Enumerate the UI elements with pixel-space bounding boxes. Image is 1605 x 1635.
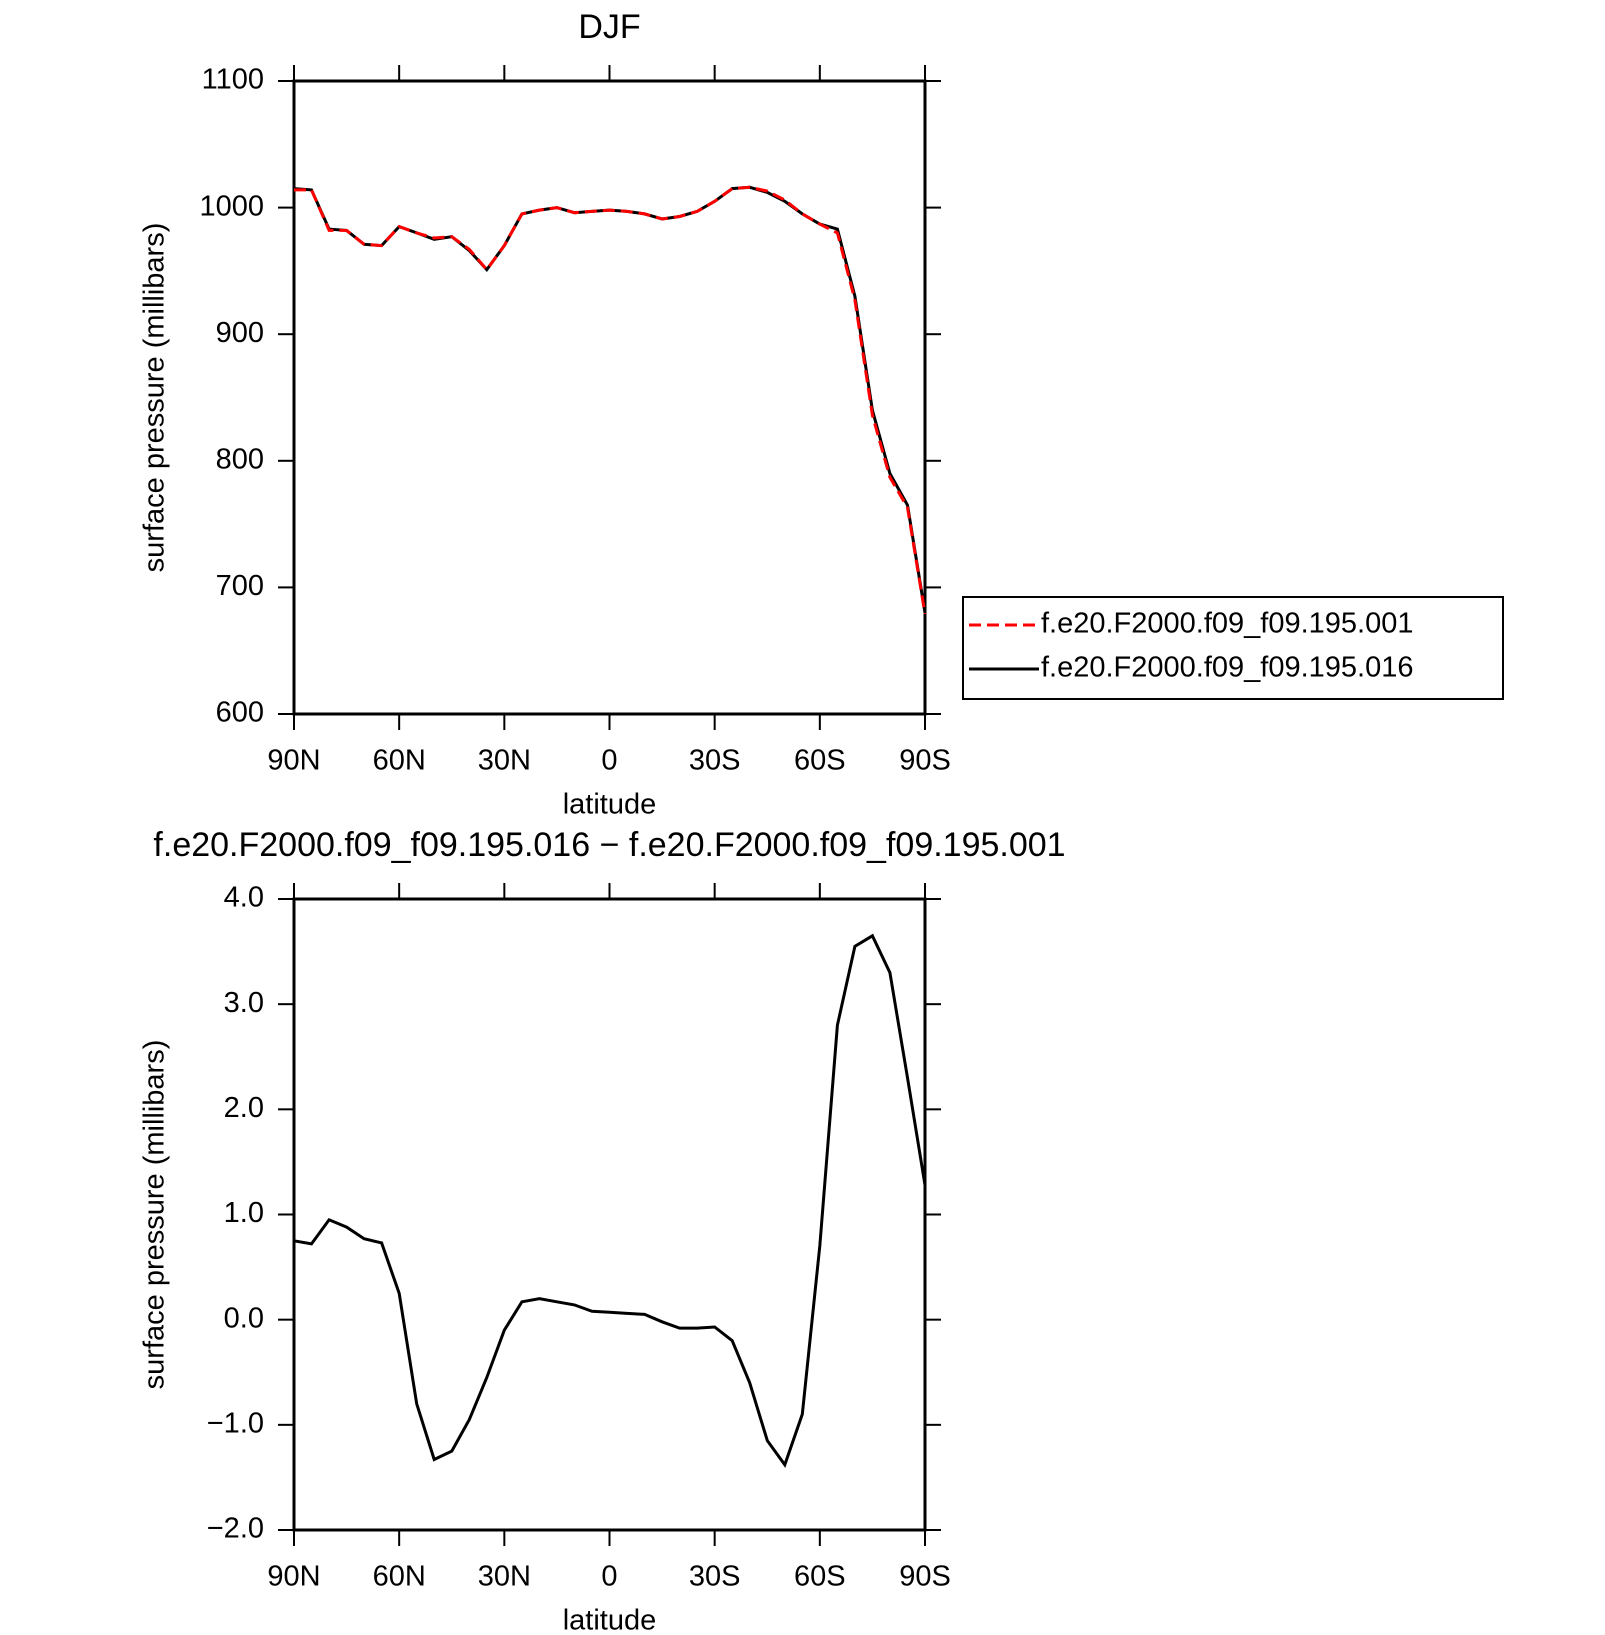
y-tick-label: 4.0 [224,882,264,914]
y-tick-label: 1.0 [224,1197,264,1229]
x-tick-label: 30S [689,1561,741,1593]
chart-title: DJF [578,8,640,46]
x-tick-label: 30N [478,1561,531,1593]
x-tick-label: 30S [689,745,741,777]
x-tick-label: 60S [794,1561,846,1593]
series-line [294,185,927,615]
series-line [293,933,927,1469]
series-line [293,185,927,613]
x-tick-label: 90S [899,745,951,777]
y-axis-label: surface pressure (millibars) [139,223,171,573]
y-tick-label: 0.0 [224,1302,264,1334]
x-tick-label: 90N [267,745,320,777]
y-tick-label: 1100 [202,64,264,96]
legend-label: f.e20.F2000.f09_f09.195.016 [1041,652,1413,684]
x-axis-label: latitude [563,789,657,821]
y-tick-label: 700 [216,570,264,602]
x-tick-label: 60S [794,745,846,777]
legend-label: f.e20.F2000.f09_f09.195.001 [1041,608,1413,640]
x-axis-label: latitude [563,1605,657,1635]
y-tick-label: 2.0 [224,1092,264,1124]
y-tick-label: 800 [216,443,264,475]
legend-box [962,596,1504,700]
plot-frame [292,79,927,716]
y-tick-label: −1.0 [207,1407,264,1439]
y-axis-label: surface pressure (millibars) [139,1040,171,1390]
x-tick-label: 90S [899,1561,951,1593]
x-tick-label: 0 [601,745,617,777]
y-tick-label: 3.0 [224,987,264,1019]
y-tick-label: 600 [216,697,264,729]
x-tick-label: 60N [373,745,426,777]
y-tick-label: 1000 [199,190,264,222]
plot-frame [292,897,927,1532]
y-tick-label: 900 [216,317,264,349]
x-tick-label: 90N [267,1561,320,1593]
chart-title: f.e20.F2000.f09_f09.195.016 − f.e20.F200… [153,826,1065,864]
y-tick-label: −2.0 [207,1513,264,1545]
x-tick-label: 60N [373,1561,426,1593]
x-tick-label: 30N [478,745,531,777]
x-tick-label: 0 [601,1561,617,1593]
